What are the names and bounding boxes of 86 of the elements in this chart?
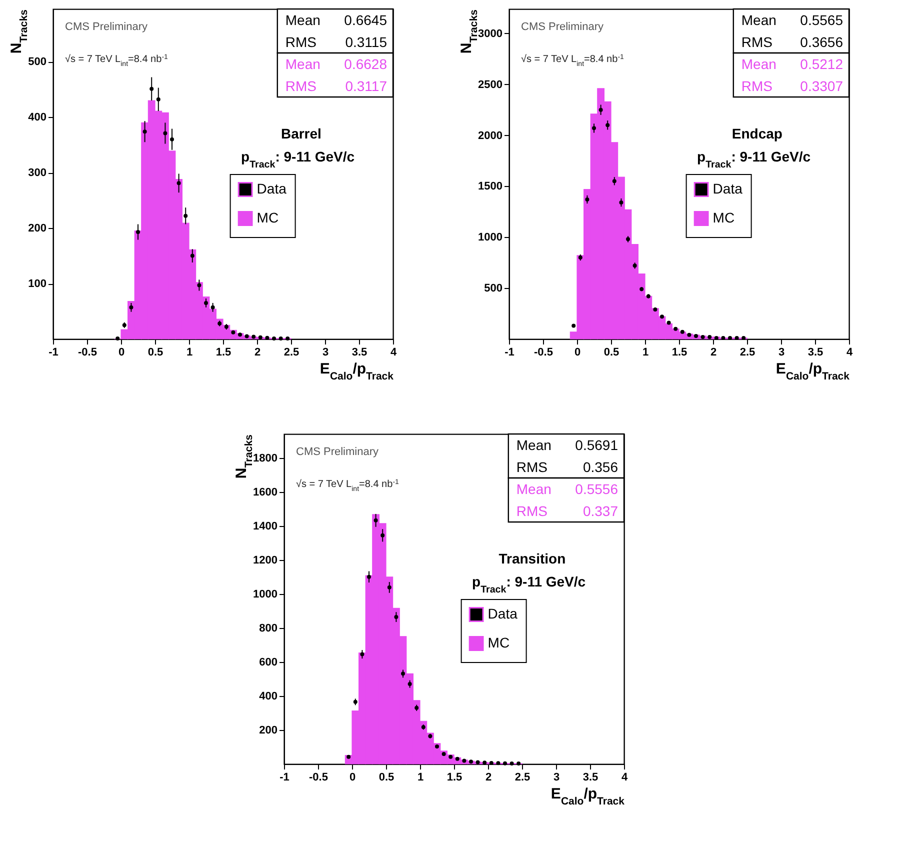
text: RMS 0.3656: [741, 34, 843, 50]
x-tick-label: -0.5: [309, 772, 328, 784]
x-tick-label: 1.5: [446, 772, 462, 784]
x-tick-label: 4: [846, 346, 854, 358]
annotation: Transition: [498, 550, 566, 566]
x-axis-title: E$_{Calo}$/p$_{Track}$: [550, 786, 625, 808]
y-tick-label: 800: [259, 622, 278, 634]
annotation: p$_{Track}$: 9-11 GeV/c: [697, 148, 811, 170]
text: RMS 0.3115: [285, 34, 387, 50]
legend-label: MC: [256, 210, 279, 226]
x-axis-title: E$_{Calo}$/p$_{Track}$: [320, 360, 394, 382]
y-tick-label: 200: [28, 222, 46, 235]
x-tick-label: 3: [778, 346, 785, 358]
y-tick-label: 500: [28, 56, 46, 68]
x-tick-label: 1.5: [216, 346, 232, 358]
annotation: p$_{Track}$: 9-11 GeV/c: [472, 574, 586, 595]
x-tick-label: 1.5: [672, 346, 688, 358]
x-tick-label: -0.5: [78, 346, 97, 358]
x-tick-label: 0: [574, 346, 581, 358]
x-tick-label: 0.5: [148, 346, 164, 358]
y-tick-label: 1600: [253, 486, 278, 498]
x-tick-label: 2: [710, 346, 717, 358]
text: RMS 0.356: [516, 459, 618, 475]
x-tick-label: -1: [280, 772, 290, 784]
x-tick-label: 3.5: [582, 772, 598, 784]
y-tick-label: 1400: [253, 520, 278, 532]
legend-label: MC: [712, 210, 735, 226]
y-tick-label: 2500: [478, 78, 502, 91]
x-tick-label: 2.5: [740, 346, 756, 358]
annotation: √s = 7 TeV L$_{int}$=8.4 nb$^{-1}$: [65, 54, 168, 68]
x-tick-label: 1: [186, 346, 193, 358]
x-tick-label: -0.5: [534, 346, 553, 358]
x-tick-label: 2.5: [284, 346, 300, 358]
legend-label: Data: [712, 180, 743, 196]
x-tick-label: 2.5: [514, 772, 530, 784]
y-tick-label: 1200: [253, 554, 278, 566]
y-tick-label: 1800: [253, 452, 278, 464]
y-tick-label: 2000: [478, 130, 502, 142]
y-tick-label: 1000: [478, 232, 502, 244]
text: Mean 0.5565: [741, 12, 843, 28]
text: RMS 0.3307: [741, 78, 843, 94]
text: RMS 0.337: [516, 503, 618, 519]
text: Mean 0.5212: [741, 56, 843, 72]
y-tick-label: 100: [28, 278, 46, 290]
annotation: √s = 7 TeV L$_{int}$=8.4 nb$^{-1}$: [296, 478, 400, 492]
y-tick-label: 300: [28, 167, 46, 180]
y-tick-label: 1000: [253, 588, 278, 600]
y-tick-label: 3000: [478, 28, 502, 40]
text: Mean 0.5556: [516, 481, 618, 497]
x-tick-label: 4: [621, 772, 628, 784]
y-tick-label: 400: [28, 112, 46, 124]
legend-label: Data: [256, 180, 287, 196]
legend-label: Data: [488, 606, 518, 622]
x-tick-label: 2: [254, 346, 261, 358]
annotation: Barrel: [280, 125, 322, 142]
text: Mean 0.5691: [516, 437, 618, 453]
x-tick-label: 1: [417, 772, 424, 784]
y-tick-label: 200: [259, 724, 278, 736]
text: RMS 0.3117: [285, 78, 387, 94]
x-tick-label: -1: [504, 346, 514, 358]
y-tick-label: 600: [259, 656, 278, 668]
x-tick-label: 3: [553, 772, 560, 784]
x-tick-label: 0.5: [604, 346, 620, 358]
legend-label: MC: [488, 634, 510, 650]
x-tick-label: 0.5: [378, 772, 394, 784]
x-tick-label: 0: [118, 346, 125, 358]
x-tick-label: 3.5: [352, 346, 368, 358]
x-tick-label: 0: [349, 772, 356, 784]
y-tick-label: 1500: [478, 180, 502, 193]
y-tick-label: 400: [259, 690, 278, 702]
annotation: Endcap: [732, 125, 782, 142]
text: Mean 0.6628: [285, 56, 387, 72]
y-tick-label: 500: [484, 282, 502, 295]
x-axis-title: E$_{Calo}$/p$_{Track}$: [776, 360, 850, 382]
x-tick-label: 3: [322, 346, 329, 358]
annotation: CMS Preliminary: [296, 446, 380, 458]
x-tick-label: 4: [390, 346, 398, 358]
x-tick-label: 1: [642, 346, 649, 358]
x-tick-label: -1: [48, 346, 58, 358]
annotation: √s = 7 TeV L$_{int}$=8.4 nb$^{-1}$: [521, 54, 624, 68]
annotation: CMS Preliminary: [521, 21, 604, 33]
annotation: p$_{Track}$: 9-11 GeV/c: [241, 148, 355, 170]
x-tick-label: 2: [485, 772, 492, 784]
text: Mean 0.6645: [285, 12, 387, 28]
annotation: CMS Preliminary: [65, 21, 148, 33]
x-tick-label: 3.5: [808, 346, 824, 358]
